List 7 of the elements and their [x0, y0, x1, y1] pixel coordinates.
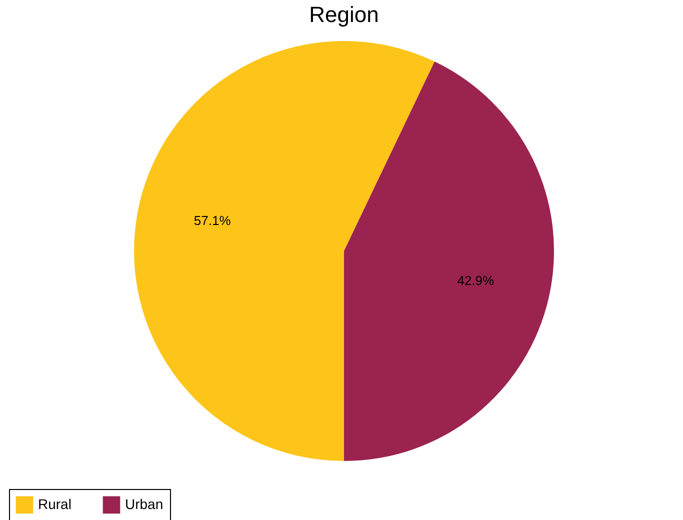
- data-label: 42.9%: [457, 272, 495, 288]
- legend-label: Rural: [38, 496, 72, 512]
- data-label: 57.1%: [194, 213, 232, 228]
- legend-label: Urban: [125, 496, 164, 512]
- pie-slice: [134, 41, 435, 461]
- pie-slice: [344, 62, 554, 461]
- chart-title: Region: [309, 2, 379, 27]
